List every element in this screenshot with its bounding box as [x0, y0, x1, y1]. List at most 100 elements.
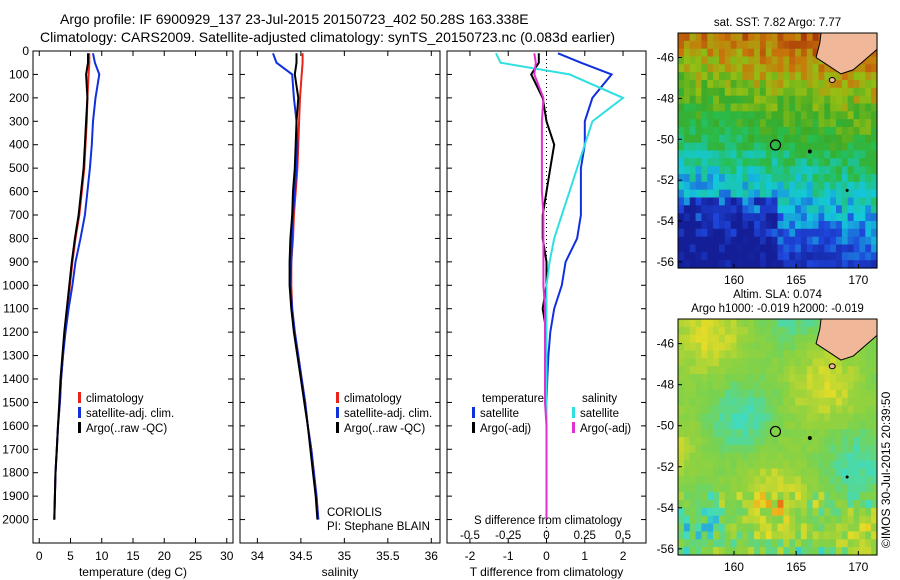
y-tick-label: -54 — [657, 501, 675, 515]
y-tick-label: -48 — [657, 91, 675, 105]
y-tick-label: 1200 — [2, 325, 29, 339]
y-tick-label: 2000 — [2, 513, 29, 527]
land-stewart-island — [828, 363, 836, 370]
x-tick-label: 160 — [724, 560, 744, 574]
y-tick-label: -46 — [657, 337, 675, 351]
legend-label: satellite-adj. clim. — [344, 408, 432, 420]
map-title: Argo h1000: -0.019 h2000: -0.019 — [691, 303, 864, 315]
map-frame — [677, 32, 878, 269]
legend-label: Argo(-adj) — [480, 423, 531, 435]
legend-swatch — [78, 392, 81, 403]
x-tick-label: 170 — [848, 273, 868, 287]
y-tick-label: 400 — [9, 138, 29, 152]
legend-label: Argo(-adj) — [580, 423, 631, 435]
x-tick-label: 0 — [36, 549, 43, 563]
y-tick-label: 1100 — [3, 302, 29, 316]
y-tick-label: -46 — [657, 51, 675, 65]
x-tick-label: 165 — [786, 273, 806, 287]
sla-field — [678, 319, 878, 556]
y-tick-label: 200 — [9, 91, 29, 105]
x-tick-label: 170 — [848, 560, 868, 574]
legend-group-title: temperature — [482, 393, 544, 405]
y-tick-label: 900 — [9, 255, 29, 269]
legend-swatch — [572, 407, 575, 418]
legend-label: Argo(..raw -QC) — [344, 423, 425, 435]
x-tick-label: 20 — [158, 549, 172, 563]
x-tick-label: 160 — [724, 273, 744, 287]
y-tick-label: -52 — [657, 173, 675, 187]
y-tick-label: 1000 — [2, 278, 29, 292]
x-tick-label: 1 — [581, 549, 588, 563]
y-tick-label: 1900 — [2, 489, 29, 503]
y-tick-label: 1600 — [2, 419, 29, 433]
x-tick-label: 35.5 — [376, 549, 400, 563]
legend-label: satellite — [580, 408, 619, 420]
legend-swatch — [472, 422, 475, 433]
y-tick-label: 1300 — [2, 349, 29, 363]
y-tick-label: -54 — [657, 214, 675, 228]
y-tick-label: 1800 — [2, 466, 29, 480]
argo-position-marker — [769, 139, 782, 151]
land-campbell-island — [845, 475, 849, 479]
x-tick-label: 5 — [67, 549, 74, 563]
figure-title-line2: Climatology: CARS2009. Satellite-adjuste… — [40, 29, 616, 45]
x-tick-label: 34 — [251, 549, 265, 563]
legend-group-title: salinity — [582, 393, 617, 405]
y-tick-label: -56 — [657, 255, 675, 269]
y-tick-label: 300 — [9, 114, 29, 128]
legend-label: satellite-adj. clim. — [86, 408, 174, 420]
salinity-diff-tick-label: -0.5 — [460, 530, 480, 542]
legend-swatch — [336, 392, 339, 403]
x-axis-label: T difference from climatology — [470, 565, 624, 579]
salinity-diff-tick-label: 0.25 — [574, 530, 596, 542]
legend-label: Argo(..raw -QC) — [86, 423, 167, 435]
map-title: sat. SST: 7.82 Argo: 7.77 — [714, 17, 841, 29]
x-tick-label: 36 — [425, 549, 439, 563]
argo-position-marker — [769, 425, 782, 438]
sla-map-panel: 160 165 170 -46 -48 -50 -52 -54 -56 Altim. SLA: 0… — [657, 289, 878, 574]
legend-swatch — [336, 407, 339, 418]
x-axis-label: salinity — [322, 565, 359, 579]
salinity-diff-tick-label: 0 — [543, 530, 549, 542]
legend-swatch — [78, 407, 81, 418]
y-tick-label: 500 — [9, 161, 29, 175]
legend-swatch — [78, 422, 81, 433]
land-stewart-island — [828, 77, 836, 83]
temperature-panel: 0 5 10 15 20 25 300100200300400500600700800900… — [2, 44, 233, 579]
pi-label: PI: Stephane BLAIN — [327, 521, 430, 533]
y-tick-label: 1500 — [2, 395, 29, 409]
series-line-salinity-argo-adj- — [533, 53, 548, 520]
x-tick-label: 30 — [220, 549, 234, 563]
x-tick-label: -1 — [503, 549, 514, 563]
y-tick-label: 100 — [9, 67, 29, 81]
y-tick-label: 1400 — [2, 372, 29, 386]
map-title: Altim. SLA: 0.074 — [733, 289, 822, 301]
y-tick-label: -48 — [657, 378, 675, 392]
x-tick-label: 10 — [95, 549, 109, 563]
x-axis-label: temperature (deg C) — [79, 565, 187, 579]
legend-label: climatology — [86, 393, 144, 405]
land-campbell-island — [845, 188, 849, 192]
difference-panel: -2 -1 0 1 2 T difference from climatology temp… — [446, 50, 647, 579]
institution-label: CORIOLIS — [327, 507, 382, 519]
map-frame — [677, 318, 878, 556]
salinity-panel: 34 34.5 35 35.5 36 salinity climatology satelli… — [239, 50, 441, 579]
land-auckland-islands — [807, 436, 812, 441]
x-tick-label: -2 — [465, 549, 476, 563]
legend-label: satellite — [480, 408, 519, 420]
y-tick-label: 600 — [9, 185, 29, 199]
salinity-diff-axis-label: S difference from climatology — [474, 515, 622, 527]
land-auckland-islands — [807, 149, 812, 154]
x-tick-label: 25 — [189, 549, 203, 563]
x-tick-label: 165 — [786, 560, 806, 574]
x-tick-label: 0 — [543, 549, 550, 563]
salinity-diff-tick-label: -0.25 — [495, 530, 521, 542]
y-tick-label: 0 — [22, 44, 29, 58]
y-tick-label: 1700 — [2, 442, 29, 456]
x-tick-label: 34.5 — [289, 549, 313, 563]
figure-title-line1: Argo profile: IF 6900929_137 23-Jul-2015… — [60, 11, 529, 27]
legend-label: climatology — [344, 393, 402, 405]
sst-map-panel: 160 165 170 -46 -48 -50 -52 -54 -56 sat. SST: 7.8… — [657, 17, 878, 287]
y-tick-label: -50 — [657, 419, 675, 433]
legend-swatch — [336, 422, 339, 433]
